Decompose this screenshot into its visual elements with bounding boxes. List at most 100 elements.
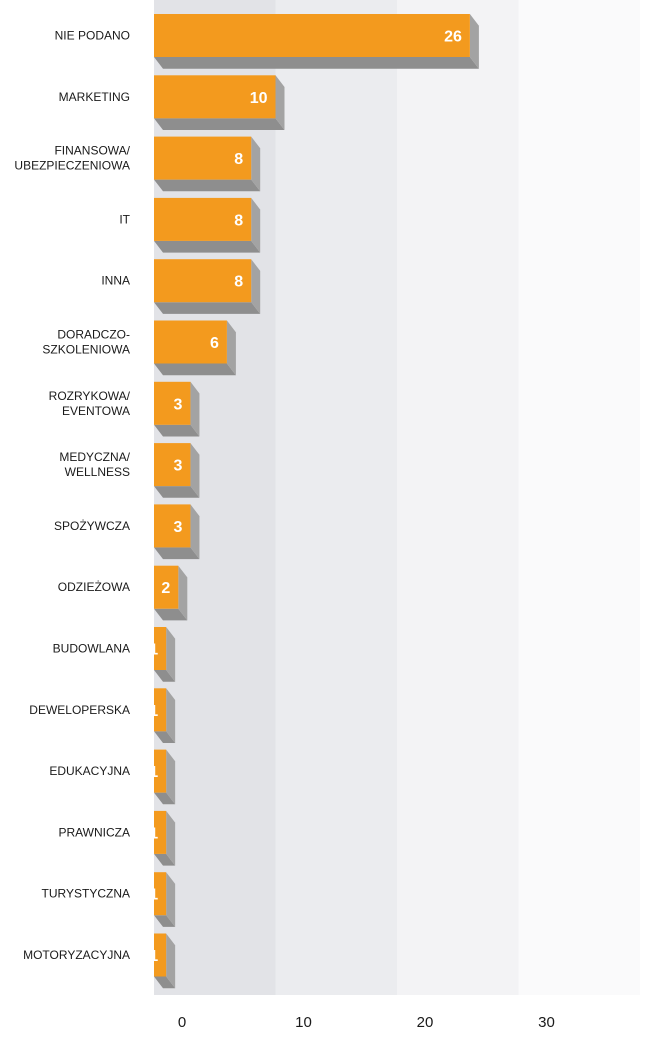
- bar-value-label: 8: [234, 151, 243, 168]
- bar-bottom-face: [154, 363, 236, 376]
- bar: 3: [154, 381, 200, 437]
- bar-bottom-face: [154, 792, 176, 805]
- bar-front-face: [154, 320, 227, 364]
- bar-front-face: [154, 688, 167, 732]
- bar-bottom-face: [154, 547, 200, 560]
- category-label: TURYSTYCZNA: [42, 887, 130, 901]
- background-band: [518, 0, 640, 995]
- bar: 8: [154, 197, 261, 253]
- bar-front-face: [154, 504, 191, 548]
- bar: 1: [149, 688, 176, 743]
- bar-front-face: [154, 565, 179, 609]
- category-label: SPOŻYWCZA: [54, 519, 130, 533]
- bar-bottom-face: [154, 853, 176, 866]
- bar-value-label: 2: [161, 580, 170, 597]
- category-label: EDUKACYJNA: [49, 764, 130, 778]
- bar-front-face: [154, 749, 167, 793]
- bar: 2: [154, 565, 188, 621]
- category-label: MARKETING: [59, 90, 130, 104]
- category-label: PRAWNICZA: [58, 825, 130, 839]
- category-label: BUDOWLANA: [53, 642, 130, 656]
- background-band: [275, 0, 397, 995]
- bar-value-label: 10: [250, 90, 268, 107]
- category-label: SZKOLENIOWA: [42, 343, 130, 357]
- bar-side-face: [166, 810, 176, 866]
- bar-value-label: 1: [149, 887, 158, 904]
- bar: 26: [154, 14, 479, 69]
- bar-side-face: [275, 75, 285, 130]
- category-label: NIE PODANO: [55, 29, 130, 43]
- bar-front-face: [154, 627, 167, 670]
- category-label: WELLNESS: [65, 465, 130, 479]
- bar-bottom-face: [154, 731, 176, 743]
- bar: 1: [149, 872, 176, 927]
- bar: 6: [154, 320, 236, 376]
- bar-side-face: [190, 504, 200, 560]
- category-label: IT: [119, 212, 130, 226]
- bar-front-face: [154, 810, 167, 854]
- x-tick-label: 20: [417, 1014, 434, 1031]
- category-label: EVENTOWA: [62, 404, 130, 418]
- bar-front-face: [154, 197, 252, 241]
- bar-bottom-face: [154, 240, 261, 253]
- bar-value-label: 6: [210, 335, 219, 352]
- category-label: MOTORYZACYJNA: [23, 948, 130, 962]
- bar: 1: [149, 749, 176, 805]
- bar-bottom-face: [154, 179, 261, 192]
- bar: 3: [154, 504, 200, 560]
- bar-side-face: [190, 381, 200, 437]
- bar-front-face: [154, 443, 191, 487]
- bar-value-label: 1: [149, 825, 158, 842]
- bar-value-label: 1: [149, 948, 158, 965]
- bar-side-face: [190, 443, 200, 498]
- bar-value-label: 8: [234, 212, 243, 229]
- bar-side-face: [226, 320, 236, 376]
- bar-value-label: 3: [174, 396, 183, 413]
- bar-bottom-face: [154, 608, 188, 621]
- bar-bottom-face: [154, 118, 285, 130]
- bar-front-face: [154, 75, 276, 119]
- bar-side-face: [166, 688, 176, 743]
- bar: 8: [154, 259, 261, 314]
- bar-front-face: [154, 872, 167, 916]
- bar-value-label: 1: [149, 703, 158, 720]
- category-label: ROZRYKOWA/: [49, 389, 131, 403]
- bar: 1: [149, 810, 176, 866]
- x-axis-tick-labels: 0 10 20 30: [178, 1014, 555, 1031]
- bar-side-face: [251, 197, 261, 253]
- bar-bottom-face: [154, 57, 479, 69]
- category-label: UBEZPIECZENIOWA: [14, 159, 130, 173]
- bar: 1: [149, 627, 176, 682]
- bar-side-face: [251, 136, 261, 192]
- background-band: [397, 0, 519, 995]
- bar: 1: [149, 933, 176, 989]
- bar-front-face: [154, 14, 470, 57]
- bar-side-face: [166, 872, 176, 927]
- bar-side-face: [469, 14, 479, 69]
- bar-bottom-face: [154, 486, 200, 498]
- bar: 3: [154, 443, 200, 498]
- category-label: INNA: [101, 274, 130, 288]
- bar-value-label: 3: [174, 519, 183, 536]
- bar-front-face: [154, 136, 252, 180]
- bar-bottom-face: [154, 976, 176, 989]
- bar-value-label: 1: [149, 764, 158, 781]
- bar-value-label: 3: [174, 458, 183, 475]
- bar-value-label: 26: [444, 29, 462, 46]
- bar-bottom-face: [154, 302, 261, 314]
- bar-front-face: [154, 381, 191, 425]
- bar-bottom-face: [154, 670, 176, 682]
- bar-bottom-face: [154, 915, 176, 927]
- category-label: ODZIEŻOWA: [58, 580, 130, 594]
- bar-side-face: [166, 627, 176, 682]
- x-tick-label: 10: [295, 1014, 312, 1031]
- x-tick-label: 0: [178, 1014, 186, 1031]
- bar: 8: [154, 136, 261, 192]
- bars: 26 10 8 8 8 6 3 3 3 2 1 1 1 1 1 1: [149, 14, 479, 989]
- bar-front-face: [154, 933, 167, 977]
- category-label: DORADCZO-: [57, 328, 130, 342]
- bar-side-face: [166, 749, 176, 805]
- category-labels: NIE PODANO MARKETING FINANSOWA/UBEZPIECZEN…: [14, 29, 130, 963]
- bar-front-face: [154, 259, 252, 303]
